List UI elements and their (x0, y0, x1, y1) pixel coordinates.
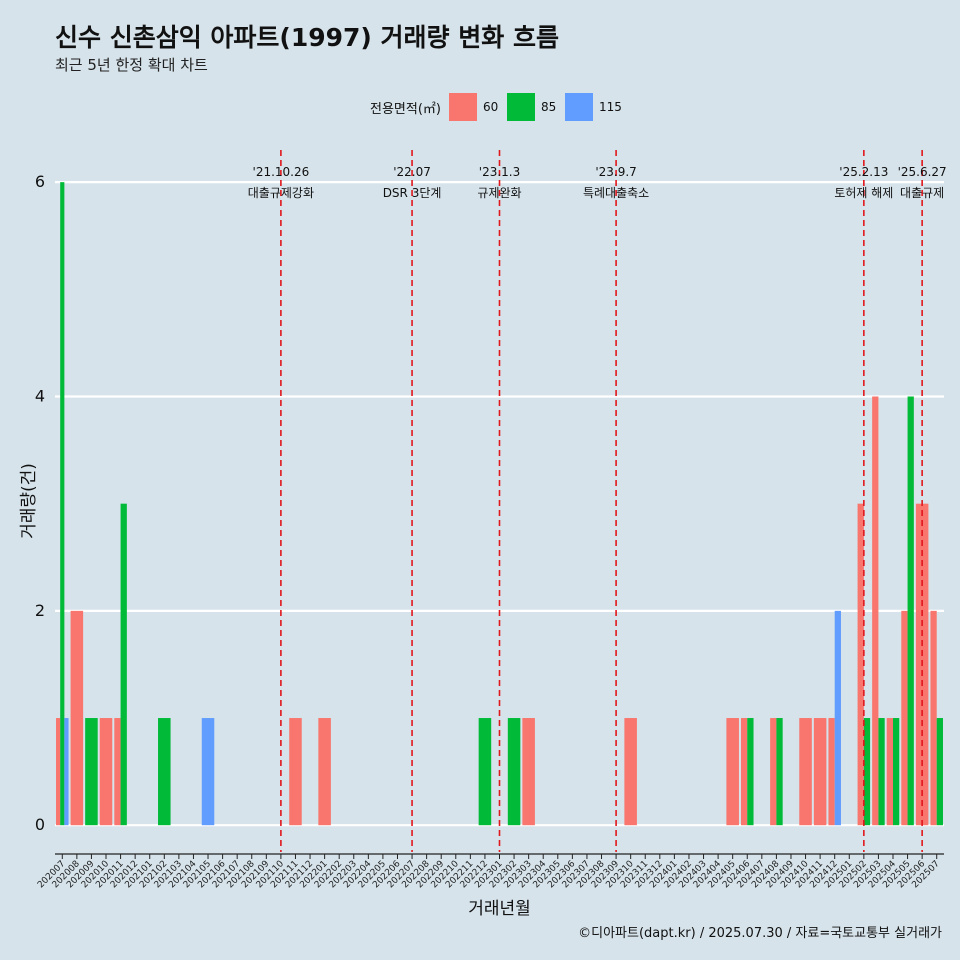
y-tick-label: 4 (35, 387, 45, 406)
bar-60-202502 (857, 503, 864, 826)
legend-title: 전용면적(㎡) (370, 101, 441, 117)
bar-115-202412 (834, 610, 841, 826)
bar-60-202410 (799, 718, 812, 826)
legend-item-60: 60 (448, 93, 501, 121)
bar-85-202505 (907, 396, 914, 826)
legend-item-85: 85 (506, 93, 559, 121)
event-date: '25.2.13 (839, 165, 888, 179)
event-date: '22.07 (393, 165, 431, 179)
bar-85-202406 (747, 718, 754, 826)
source-caption: ©디아파트(dapt.kr) / 2025.07.30 / 자료=국토교통부 실… (578, 926, 942, 941)
event-date: '25.6.27 (898, 165, 947, 179)
event-label: 특례대출축소 (583, 186, 649, 200)
legend-label-85: 85 (540, 100, 557, 114)
bar-60-202507 (930, 610, 937, 826)
bar-85-202102 (158, 718, 171, 826)
event-date: '21.10.26 (253, 165, 310, 179)
bar-85-202503 (878, 718, 885, 826)
legend-item-115: 115 (564, 93, 622, 121)
bar-85-202009 (85, 718, 98, 826)
legend-label-60: 60 (482, 100, 499, 114)
x-axis-title: 거래년월 (468, 899, 531, 919)
bar-85-202302 (507, 718, 521, 826)
legend-key-85 (506, 93, 535, 121)
legend-key-115 (564, 93, 593, 121)
bar-85-202408 (776, 718, 783, 826)
bar-60-202010 (99, 718, 113, 826)
event-label: 규제완화 (477, 186, 521, 200)
bar-60-202406 (740, 718, 748, 826)
bar-60-202310 (624, 718, 637, 826)
bar-85-202007 (60, 182, 65, 826)
event-label: 대출규제강화 (248, 186, 314, 200)
bar-85-202502 (863, 718, 871, 826)
bar-60-202412 (828, 718, 835, 826)
bar-60-202303 (522, 718, 535, 826)
legend: 전용면적(㎡) 60 85 115 (370, 93, 623, 121)
legend-key-60 (448, 93, 477, 121)
bar-60-202011 (114, 718, 121, 826)
event-label: 토허제 해제 (834, 186, 893, 200)
y-axis-title: 거래량(건) (19, 463, 39, 539)
bar-115-202007 (64, 718, 69, 826)
bar-85-202504 (892, 718, 900, 826)
y-tick-label: 6 (35, 172, 45, 191)
bar-60-202201 (318, 718, 331, 826)
event-label: DSR 3단계 (383, 186, 442, 200)
bar-60-202408 (770, 718, 777, 826)
event-label: 대출규제 (900, 186, 944, 200)
bar-60-202008 (70, 610, 84, 826)
bar-85-202507 (936, 718, 943, 826)
bar-85-202212 (478, 718, 492, 826)
y-tick-label: 0 (35, 815, 45, 834)
event-date: '23.9.7 (595, 165, 636, 179)
chart-subtitle: 최근 5년 한정 확대 차트 (55, 56, 208, 74)
bar-60-202504 (886, 718, 893, 826)
bar-60-202503 (872, 396, 879, 826)
bar-60-202411 (813, 718, 827, 826)
chart-title: 신수 신촌삼익 아파트(1997) 거래량 변화 흐름 (55, 23, 559, 52)
event-date: '23.1.3 (479, 165, 520, 179)
bar-85-202011 (120, 503, 127, 826)
bar-60-202007 (56, 718, 61, 826)
bar-60-202405 (726, 718, 739, 826)
bar-60-202505 (901, 610, 908, 826)
legend-label-115: 115 (598, 100, 622, 114)
bar-115-202105 (201, 718, 215, 826)
y-tick-label: 2 (35, 601, 45, 620)
bar-60-202111 (289, 718, 302, 826)
